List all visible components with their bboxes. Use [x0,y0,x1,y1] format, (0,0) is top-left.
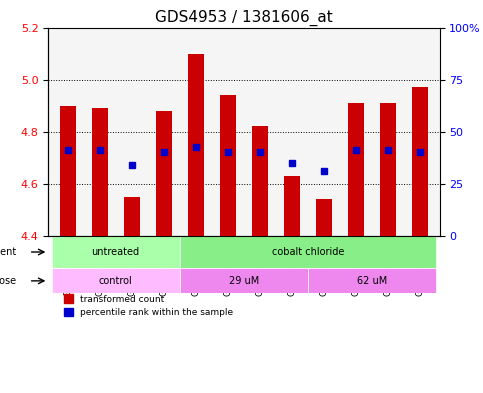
Bar [188,53,204,236]
Bar [284,176,300,236]
Bar [156,111,172,236]
Text: GSM1240508: GSM1240508 [127,240,136,296]
Bar [59,106,75,236]
Text: GSM1240510: GSM1240510 [384,240,393,296]
Text: GSM1240507: GSM1240507 [352,240,361,296]
Text: GSM1240506: GSM1240506 [223,240,232,296]
Text: dose: dose [0,276,17,286]
Bar [380,103,396,236]
Bar [220,95,236,236]
Text: GSM1240502: GSM1240502 [63,240,72,296]
Bar [52,236,180,268]
Bar [52,268,180,293]
Text: untreated: untreated [92,247,140,257]
Legend: transformed count, percentile rank within the sample: transformed count, percentile rank withi… [61,291,237,321]
Bar [180,268,308,293]
Text: 62 uM: 62 uM [357,276,387,286]
Bar [92,108,108,236]
Text: agent: agent [0,247,17,257]
Bar [348,103,364,236]
Bar [412,87,428,236]
Title: GDS4953 / 1381606_at: GDS4953 / 1381606_at [155,10,333,26]
Text: 29 uM: 29 uM [229,276,259,286]
Bar [180,236,436,268]
Bar [308,268,436,293]
Bar [124,196,140,236]
Text: GSM1240509: GSM1240509 [256,240,265,296]
Text: GSM1240505: GSM1240505 [95,240,104,296]
Text: cobalt chloride: cobalt chloride [272,247,344,257]
Text: GSM1240512: GSM1240512 [287,240,297,296]
Bar [316,199,332,236]
Text: GSM1240513: GSM1240513 [416,240,425,296]
Text: GSM1240504: GSM1240504 [320,240,328,296]
Text: GSM1240511: GSM1240511 [159,240,168,296]
Text: GSM1240503: GSM1240503 [191,240,200,296]
Bar [252,127,268,236]
Text: control: control [99,276,132,286]
